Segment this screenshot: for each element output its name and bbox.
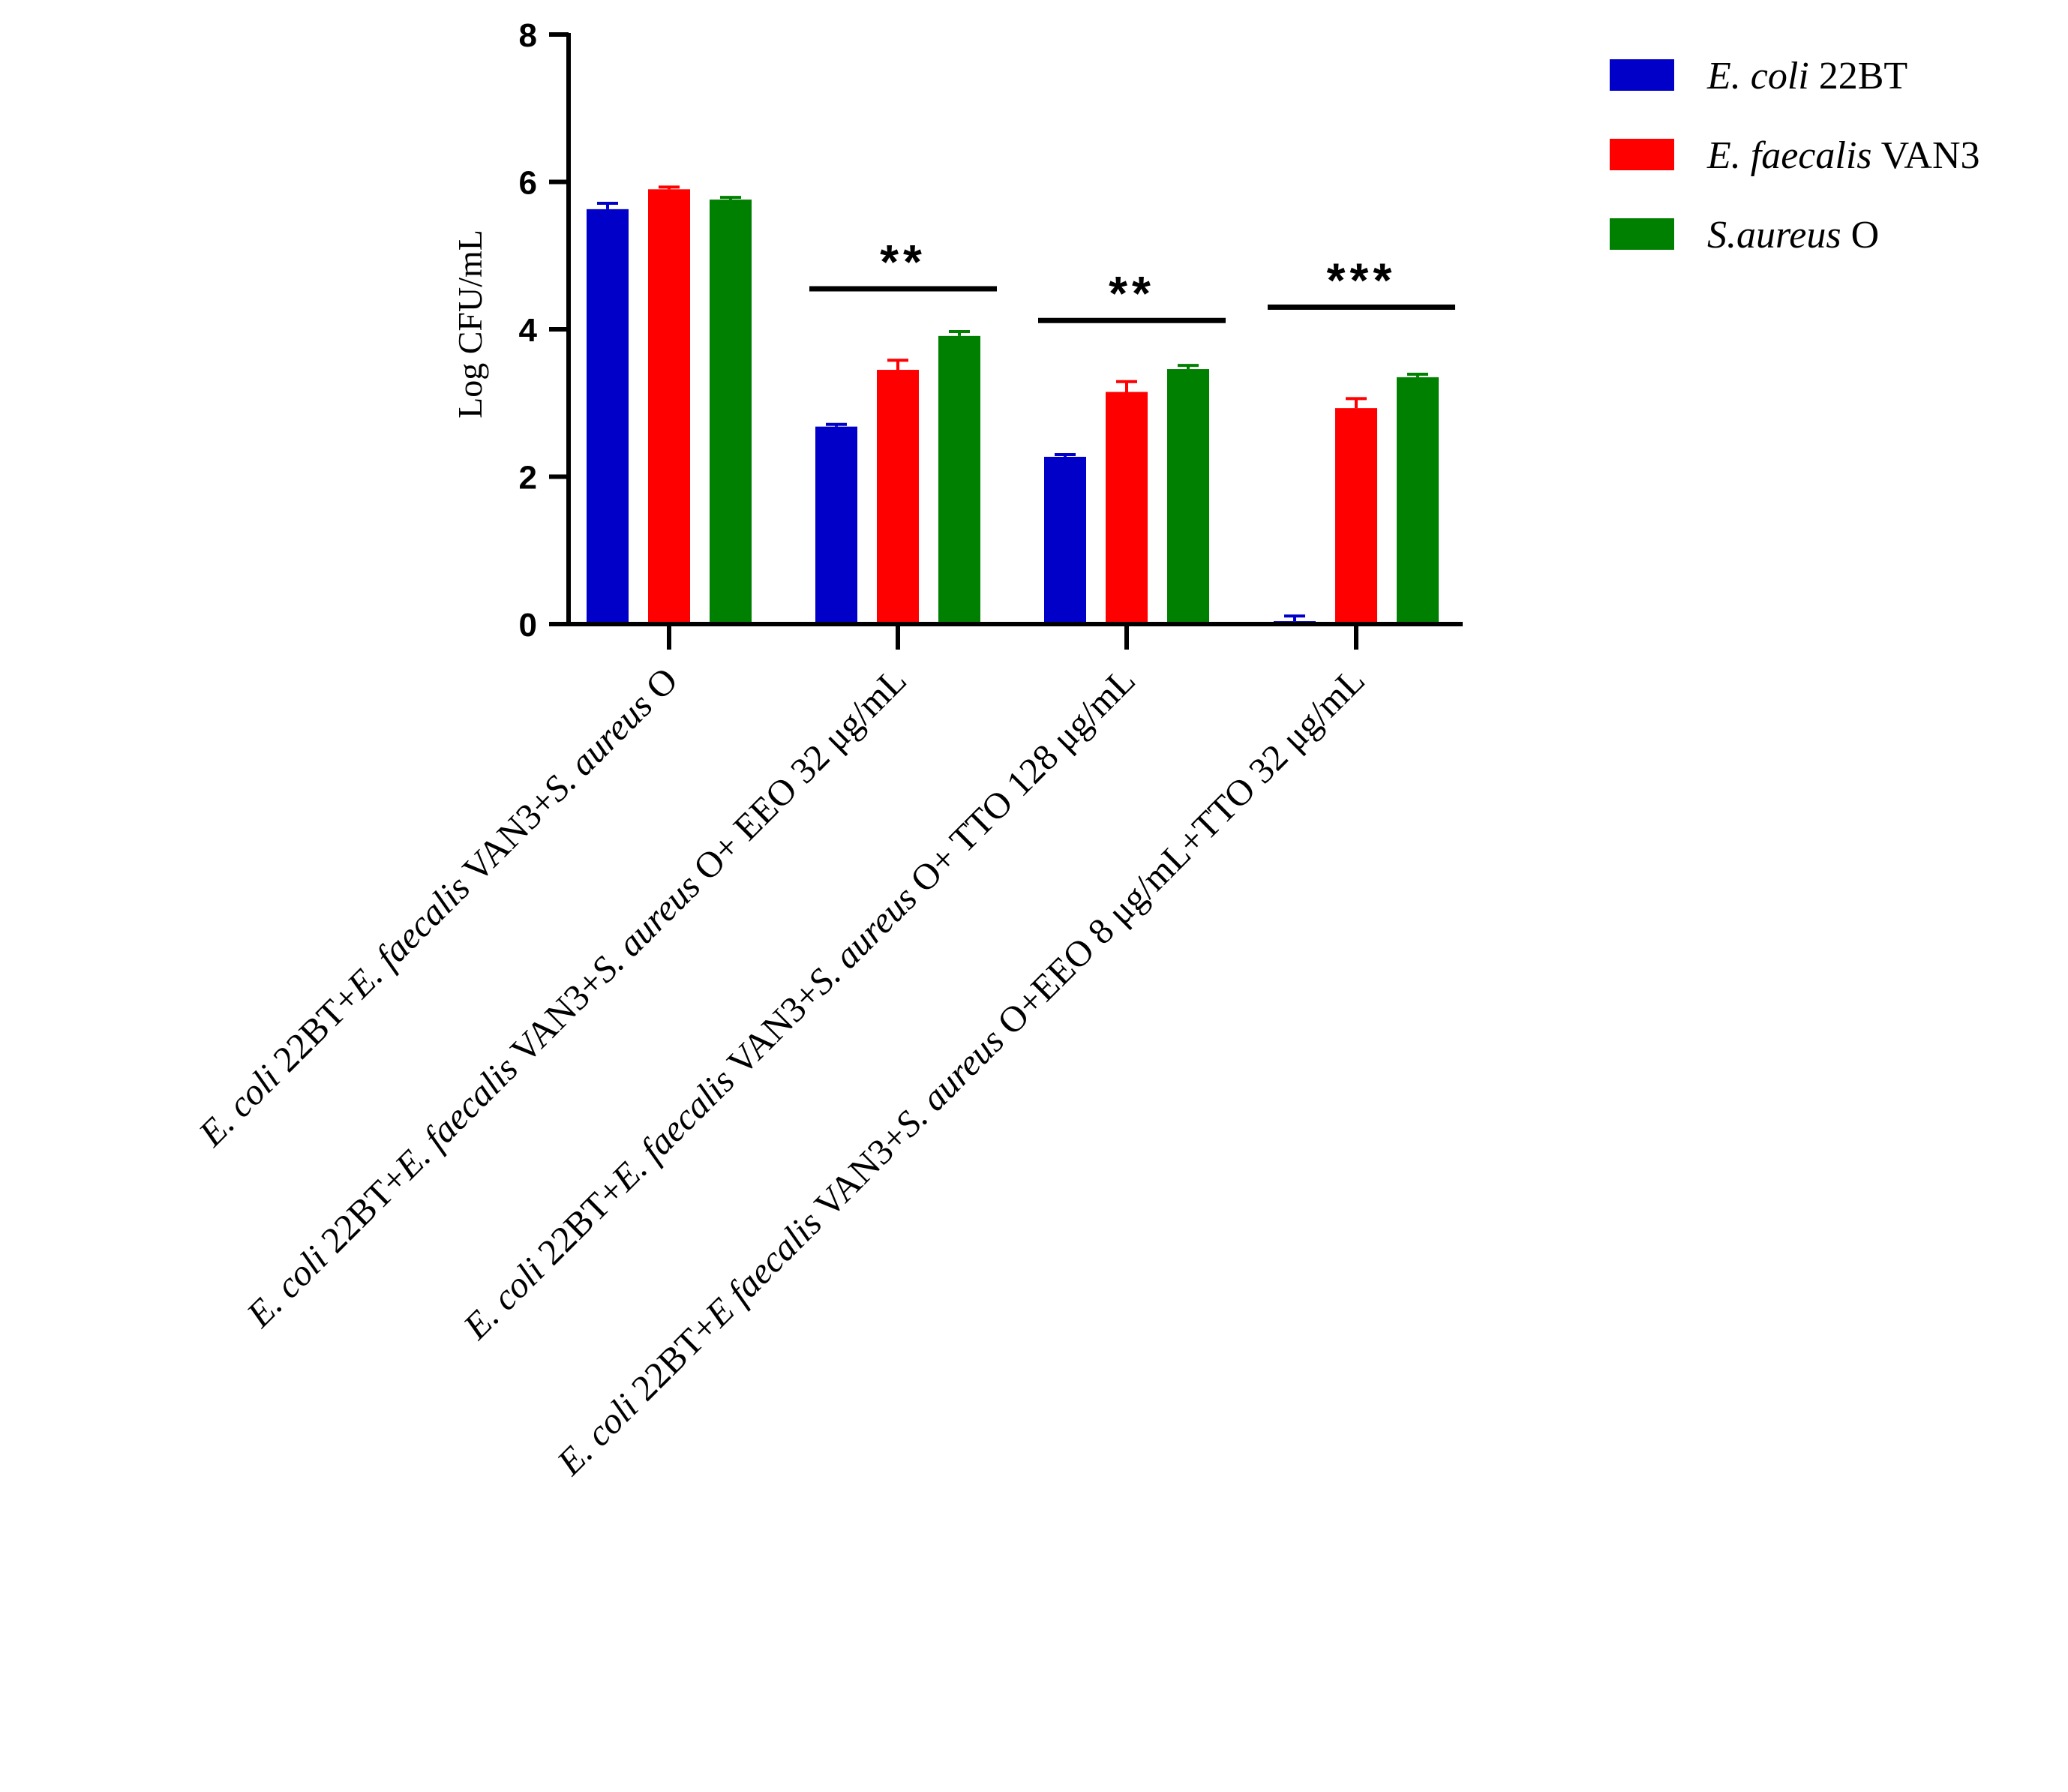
x-category-label-2-part-1: 22BT+ (523, 1169, 632, 1279)
bar-series-0-cat-0 (587, 209, 629, 624)
legend-label-1-part-1: VAN3 (1872, 134, 1980, 177)
significance-label-2: *** (1327, 254, 1397, 308)
x-category-label-3-part-4: S. aureus (887, 1020, 1012, 1145)
x-category-label-0-part-1: 22BT+ (259, 977, 368, 1086)
legend-label-2-part-1: O (1841, 214, 1880, 257)
legend: E. coli 22BT E. faecalis VAN3 S.aureus O (1610, 55, 1980, 257)
x-category-label-1-part-3: VAN3+ (497, 961, 612, 1076)
x-category-label-2-part-3: VAN3+ (713, 974, 829, 1089)
bar-series-0-cat-2 (1044, 456, 1086, 624)
legend-swatch-0 (1610, 59, 1674, 91)
category-labels-layer: E. coli 22BT+E. faecalis VAN3+S. aureus … (190, 659, 1372, 1484)
legend-label-1: E. faecalis VAN3 (1706, 134, 1980, 177)
x-category-label-1-part-5: O+ EEO 32 μg/mL (679, 659, 914, 895)
x-category-label-2-part-4: S. aureus (800, 878, 925, 1003)
x-category-label-2-part-2: E. faecalis (603, 1060, 743, 1199)
x-category-label-3-part-3: VAN3+ (800, 1115, 916, 1231)
legend-label-2-part-0: S.aureus (1707, 214, 1841, 257)
x-category-label-3-part-2: E faecalis (697, 1202, 830, 1335)
y-tick-label-2: 4 (519, 312, 538, 349)
legend-label-0-part-0: E. coli (1706, 55, 1809, 98)
legend-label-1-part-0: E. faecalis (1706, 134, 1872, 177)
axes-layer: 0 2 4 6 8 (519, 17, 1463, 650)
x-category-label-3: E. coli 22BT+E faecalis VAN3+S. aureus O… (548, 659, 1373, 1484)
significance-label-1: ** (1109, 266, 1155, 320)
legend-swatch-1 (1610, 139, 1674, 170)
significance-label-0: ** (880, 235, 926, 289)
y-axis-title: Log CFU/mL (451, 230, 489, 419)
bar-series-2-cat-2 (1167, 369, 1209, 624)
x-category-label-1-part-2: E. faecalis (386, 1048, 526, 1187)
bar-series-2-cat-1 (938, 335, 980, 624)
x-category-label-0-part-2: E. faecalis (338, 867, 478, 1007)
x-category-label-0-part-3: VAN3+ (449, 780, 564, 896)
legend-swatch-2 (1610, 218, 1674, 250)
x-category-label-3-part-1: 22BT+ (617, 1305, 726, 1415)
y-tick-label-0: 0 (519, 607, 537, 644)
annotations-layer: **** *** (809, 235, 1455, 323)
legend-label-0: E. coli 22BT (1706, 55, 1907, 98)
bars-layer (587, 185, 1439, 625)
legend-label-2: S.aureus O (1707, 214, 1879, 257)
bar-series-1-cat-3 (1335, 408, 1377, 624)
y-tick-label-4: 8 (519, 17, 537, 54)
x-category-label-3-part-5: O+EEO 8 μg/mL+TTO 32 μg/mL (983, 659, 1373, 1049)
bar-series-2-cat-3 (1397, 377, 1439, 624)
bar-series-2-cat-0 (710, 200, 752, 625)
y-tick-label-3: 6 (519, 165, 537, 202)
x-category-label-2-part-5: O+ TTO 128 μg/mL (896, 659, 1143, 907)
bar-series-1-cat-2 (1106, 392, 1148, 624)
legend-label-0-part-1: 22BT (1809, 55, 1907, 98)
x-category-label-0: E. coli 22BT+E. faecalis VAN3+S. aureus … (190, 659, 685, 1154)
x-category-label-1-part-4: S. aureus (583, 866, 708, 991)
y-tick-label-1: 2 (519, 460, 537, 497)
x-category-label-1-part-1: 22BT+ (306, 1157, 416, 1267)
bar-series-1-cat-1 (877, 370, 919, 624)
bar-series-1-cat-0 (648, 189, 690, 624)
x-category-label-0-part-4: S. aureus (536, 685, 661, 810)
bar-series-0-cat-1 (815, 426, 857, 624)
